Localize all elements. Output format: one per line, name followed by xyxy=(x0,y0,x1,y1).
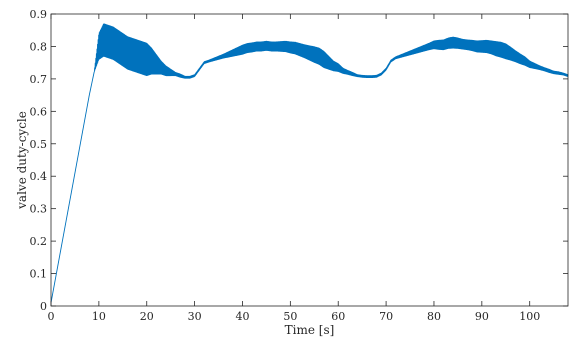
x-tick-label: 100 xyxy=(519,310,540,323)
y-tick-label: 0.7 xyxy=(30,73,48,86)
series-line xyxy=(50,23,569,303)
x-tick-label: 40 xyxy=(235,310,249,323)
plot-frame xyxy=(50,13,569,307)
x-axis-ticks: 0 10 20 30 40 50 60 70 80 90 100 xyxy=(48,14,540,323)
x-tick-label: 30 xyxy=(188,310,202,323)
y-tick-label: 0.6 xyxy=(30,105,48,118)
x-tick-label: 90 xyxy=(475,310,489,323)
y-tick-label: 0 xyxy=(40,300,47,313)
y-axis-label: valve duty-cycle xyxy=(15,111,29,210)
y-tick-label: 0.4 xyxy=(30,170,48,183)
x-tick-label: 20 xyxy=(140,310,154,323)
y-tick-label: 0.2 xyxy=(30,235,48,248)
y-tick-label: 0.9 xyxy=(30,8,48,21)
x-axis-label: Time [s] xyxy=(285,323,335,337)
x-tick-label: 60 xyxy=(331,310,345,323)
x-tick-label: 10 xyxy=(92,310,106,323)
x-tick-label: 80 xyxy=(427,310,441,323)
y-tick-label: 0.3 xyxy=(30,203,48,216)
y-axis-ticks: 0 0.1 0.2 0.3 0.4 0.5 0.6 0.7 0.8 0.9 xyxy=(30,8,568,313)
x-tick-label: 70 xyxy=(379,310,393,323)
x-tick-label: 50 xyxy=(283,310,297,323)
y-tick-label: 0.5 xyxy=(30,138,48,151)
y-tick-label: 0.8 xyxy=(30,40,48,53)
series-layer xyxy=(50,23,569,303)
x-tick-label: 0 xyxy=(48,310,55,323)
y-tick-label: 0.1 xyxy=(30,268,48,281)
